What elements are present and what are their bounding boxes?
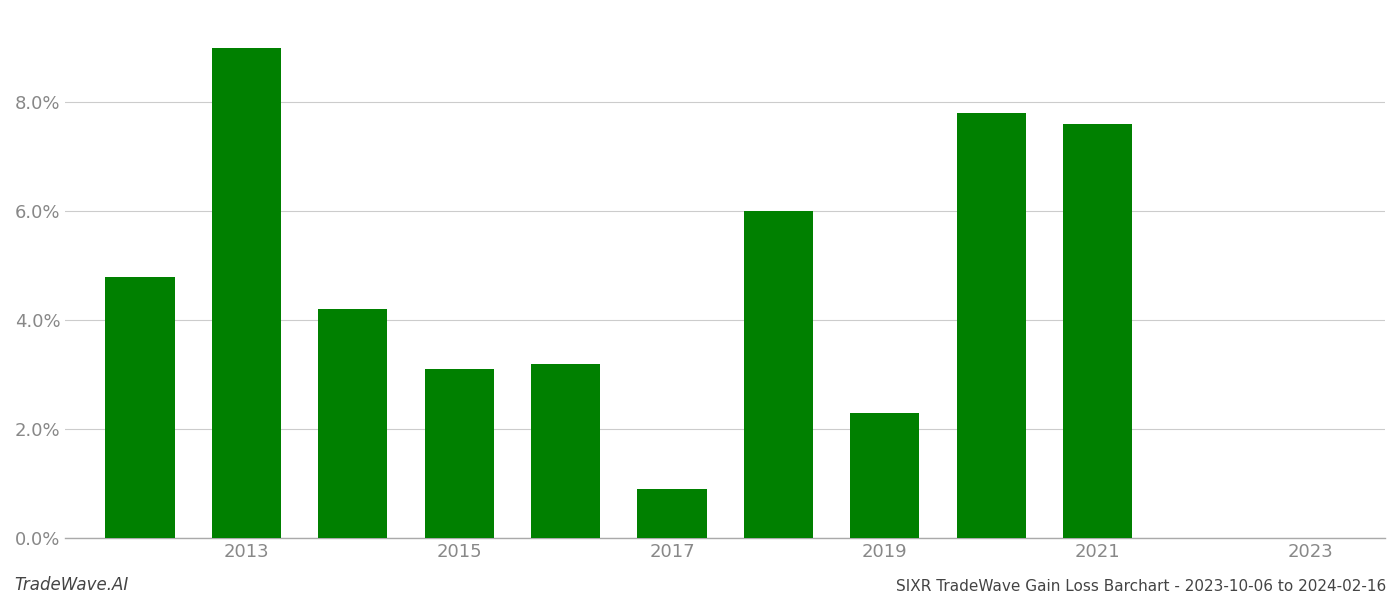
Bar <box>105 277 175 538</box>
Bar <box>850 413 920 538</box>
Text: TradeWave.AI: TradeWave.AI <box>14 576 129 594</box>
Text: SIXR TradeWave Gain Loss Barchart - 2023-10-06 to 2024-02-16: SIXR TradeWave Gain Loss Barchart - 2023… <box>896 579 1386 594</box>
Bar <box>1063 124 1133 538</box>
Bar <box>637 489 707 538</box>
Bar <box>956 113 1026 538</box>
Bar <box>318 309 388 538</box>
Bar <box>211 47 281 538</box>
Bar <box>743 211 813 538</box>
Bar <box>424 369 494 538</box>
Bar <box>531 364 601 538</box>
